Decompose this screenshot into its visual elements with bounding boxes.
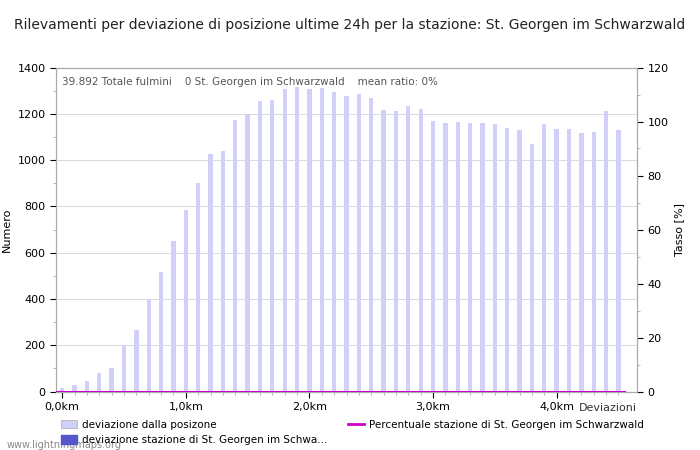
Y-axis label: Numero: Numero	[2, 207, 12, 252]
Bar	[183, 210, 188, 392]
Y-axis label: Tasso [%]: Tasso [%]	[674, 203, 684, 256]
Bar	[320, 88, 324, 391]
Bar	[72, 385, 77, 392]
Bar	[332, 92, 336, 392]
Bar	[604, 112, 608, 392]
Bar	[97, 373, 102, 392]
Bar	[295, 87, 299, 392]
Bar	[209, 154, 213, 392]
Bar	[60, 388, 64, 392]
Bar	[146, 299, 151, 392]
Bar	[468, 123, 472, 392]
Bar	[406, 106, 410, 392]
Bar	[246, 114, 250, 392]
Bar	[493, 124, 497, 392]
Bar	[357, 94, 361, 392]
Bar	[542, 124, 547, 392]
Bar	[122, 345, 126, 392]
Bar	[480, 123, 484, 392]
Bar	[196, 183, 200, 392]
Bar	[456, 122, 460, 392]
Bar	[159, 272, 163, 392]
Bar	[134, 330, 139, 392]
Text: www.lightningmaps.org: www.lightningmaps.org	[7, 440, 122, 450]
Bar	[270, 100, 274, 392]
Bar	[344, 96, 349, 392]
Bar	[505, 128, 510, 392]
Bar	[109, 369, 114, 392]
Bar	[307, 90, 312, 392]
Bar	[443, 123, 447, 392]
Bar	[567, 129, 571, 392]
Bar	[579, 134, 584, 392]
Text: 39.892 Totale fulmini    0 St. Georgen im Schwarzwald    mean ratio: 0%: 39.892 Totale fulmini 0 St. Georgen im S…	[62, 77, 438, 87]
Bar	[283, 90, 287, 392]
Bar	[419, 109, 423, 392]
Text: Deviazioni: Deviazioni	[579, 403, 637, 413]
Legend: deviazione dalla posizone, deviazione stazione di St. Georgen im Schwa..., Perce: deviazione dalla posizone, deviazione st…	[61, 419, 644, 445]
Text: Rilevamenti per deviazione di posizione ultime 24h per la stazione: St. Georgen : Rilevamenti per deviazione di posizione …	[15, 18, 685, 32]
Bar	[369, 98, 373, 392]
Bar	[616, 130, 621, 392]
Bar	[382, 110, 386, 392]
Bar	[220, 151, 225, 392]
Bar	[258, 101, 262, 392]
Bar	[85, 381, 89, 392]
Bar	[233, 120, 237, 392]
Bar	[517, 130, 522, 392]
Bar	[172, 241, 176, 392]
Bar	[530, 144, 534, 392]
Bar	[431, 121, 435, 392]
Bar	[394, 112, 398, 392]
Bar	[592, 132, 596, 392]
Bar	[554, 129, 559, 392]
